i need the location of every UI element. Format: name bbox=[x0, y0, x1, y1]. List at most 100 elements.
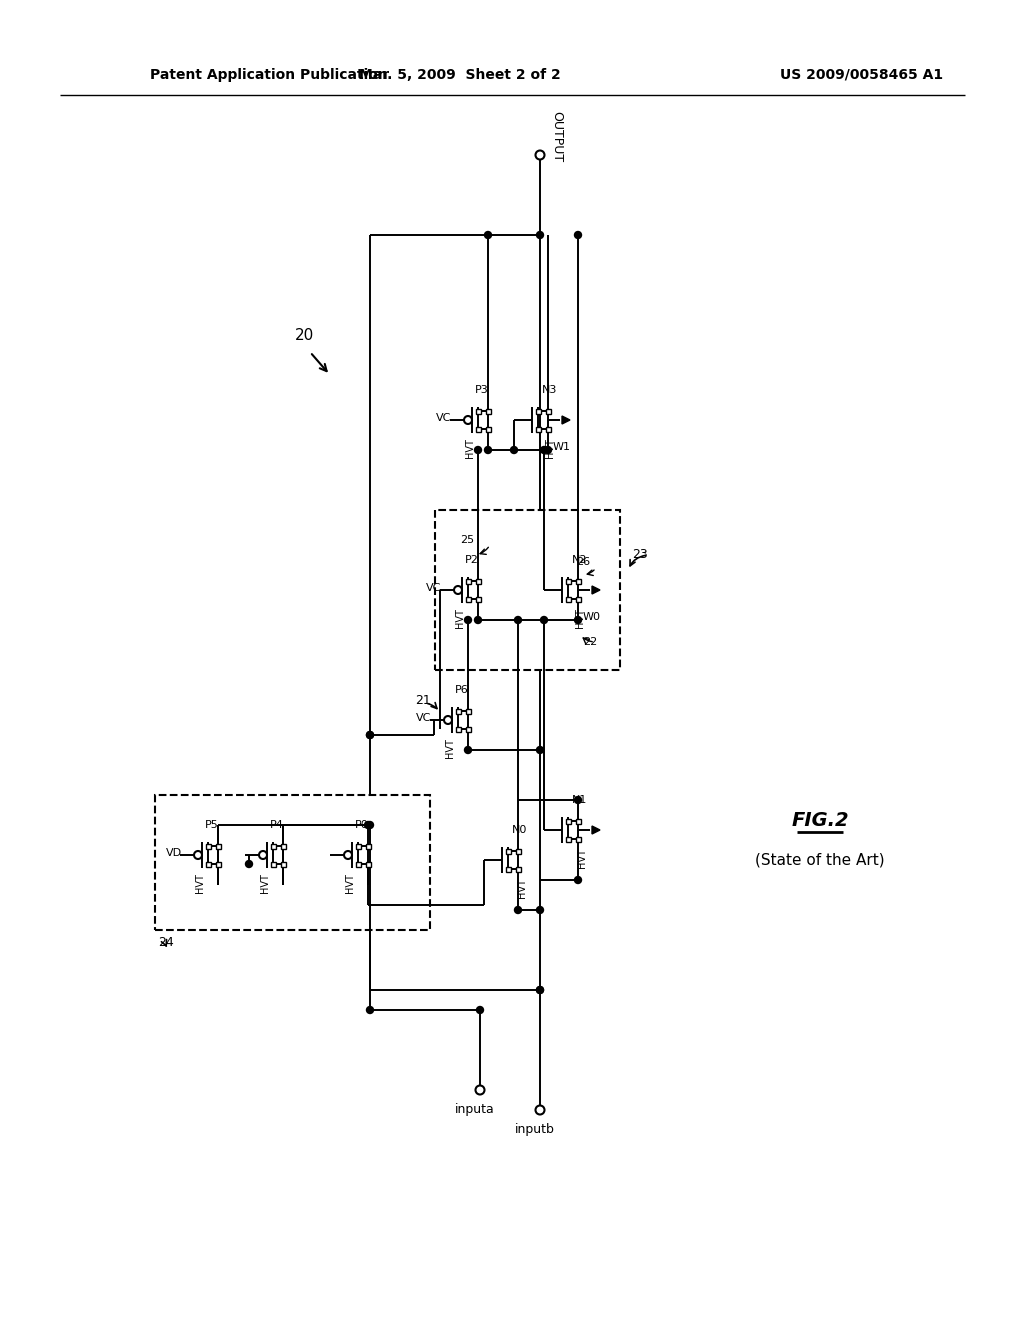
Circle shape bbox=[537, 231, 544, 239]
Bar bbox=[565, 837, 570, 842]
Bar bbox=[215, 843, 220, 849]
Circle shape bbox=[474, 616, 481, 623]
Bar bbox=[485, 408, 490, 413]
Text: VC: VC bbox=[436, 413, 452, 422]
Text: OUTPUT: OUTPUT bbox=[550, 111, 563, 162]
Text: US 2009/0058465 A1: US 2009/0058465 A1 bbox=[780, 69, 943, 82]
Circle shape bbox=[537, 747, 544, 754]
Bar bbox=[466, 726, 470, 731]
Text: P0: P0 bbox=[355, 820, 369, 830]
Text: HVT: HVT bbox=[345, 873, 355, 892]
Text: N3: N3 bbox=[542, 385, 557, 395]
Text: (State of the Art): (State of the Art) bbox=[755, 853, 885, 867]
Circle shape bbox=[465, 616, 471, 623]
Bar bbox=[155, 795, 430, 931]
Bar bbox=[206, 843, 211, 849]
Bar bbox=[456, 726, 461, 731]
Bar bbox=[466, 578, 470, 583]
Text: HVT: HVT bbox=[260, 873, 270, 892]
Text: N0: N0 bbox=[512, 825, 527, 836]
Circle shape bbox=[367, 821, 374, 829]
Bar bbox=[536, 426, 541, 432]
Bar bbox=[575, 597, 581, 602]
Circle shape bbox=[246, 861, 253, 867]
Bar bbox=[546, 408, 551, 413]
Circle shape bbox=[365, 821, 372, 829]
Circle shape bbox=[574, 876, 582, 883]
Text: 20: 20 bbox=[295, 327, 314, 342]
Text: inputa: inputa bbox=[455, 1104, 495, 1117]
Text: N2: N2 bbox=[572, 554, 588, 565]
Circle shape bbox=[367, 1006, 374, 1014]
Text: P5: P5 bbox=[205, 820, 219, 830]
Circle shape bbox=[367, 731, 374, 738]
Text: HVT: HVT bbox=[455, 609, 465, 628]
Circle shape bbox=[367, 731, 374, 738]
Text: VC: VC bbox=[426, 583, 441, 593]
Text: HVT: HVT bbox=[577, 847, 587, 869]
Bar bbox=[475, 578, 480, 583]
Circle shape bbox=[574, 616, 582, 623]
Circle shape bbox=[476, 1006, 483, 1014]
Bar bbox=[206, 862, 211, 866]
Text: HVT: HVT bbox=[517, 878, 527, 898]
Bar bbox=[435, 510, 620, 671]
Bar bbox=[575, 578, 581, 583]
Text: P6: P6 bbox=[455, 685, 469, 696]
Bar bbox=[485, 426, 490, 432]
Circle shape bbox=[541, 616, 548, 623]
Bar bbox=[565, 818, 570, 824]
Text: VD: VD bbox=[166, 847, 182, 858]
Circle shape bbox=[465, 747, 471, 754]
Text: HVT: HVT bbox=[195, 873, 205, 892]
Bar bbox=[270, 862, 275, 866]
Circle shape bbox=[514, 616, 521, 623]
Bar bbox=[565, 597, 570, 602]
Polygon shape bbox=[562, 416, 570, 424]
Text: HVT: HVT bbox=[575, 609, 585, 628]
Circle shape bbox=[574, 796, 582, 804]
Bar bbox=[565, 578, 570, 583]
Text: W0: W0 bbox=[583, 612, 601, 622]
Circle shape bbox=[484, 231, 492, 239]
Bar bbox=[466, 597, 470, 602]
Circle shape bbox=[537, 986, 544, 994]
Text: VC: VC bbox=[417, 713, 432, 723]
Bar bbox=[536, 408, 541, 413]
Text: W1: W1 bbox=[553, 442, 571, 451]
Text: P2: P2 bbox=[465, 554, 479, 565]
Text: 25: 25 bbox=[460, 535, 474, 545]
Circle shape bbox=[484, 446, 492, 454]
Bar bbox=[456, 709, 461, 714]
Circle shape bbox=[537, 986, 544, 994]
Circle shape bbox=[474, 446, 481, 454]
Text: FIG.2: FIG.2 bbox=[792, 810, 849, 829]
Bar bbox=[575, 818, 581, 824]
Text: N1: N1 bbox=[572, 795, 588, 805]
Text: HVT: HVT bbox=[445, 738, 455, 758]
Polygon shape bbox=[592, 826, 600, 834]
Bar bbox=[281, 843, 286, 849]
Text: Patent Application Publication: Patent Application Publication bbox=[150, 69, 388, 82]
Bar bbox=[515, 849, 520, 854]
Bar bbox=[355, 862, 360, 866]
Bar bbox=[506, 849, 511, 854]
Text: 22: 22 bbox=[583, 638, 597, 647]
Bar bbox=[475, 597, 480, 602]
Text: 21: 21 bbox=[415, 693, 431, 706]
Circle shape bbox=[574, 231, 582, 239]
Text: Mar. 5, 2009  Sheet 2 of 2: Mar. 5, 2009 Sheet 2 of 2 bbox=[359, 69, 561, 82]
Bar bbox=[355, 843, 360, 849]
Bar bbox=[475, 426, 480, 432]
Bar bbox=[475, 408, 480, 413]
Circle shape bbox=[541, 446, 548, 454]
Bar bbox=[366, 862, 371, 866]
Polygon shape bbox=[592, 586, 600, 594]
Text: 26: 26 bbox=[575, 557, 590, 568]
Bar bbox=[466, 709, 470, 714]
Text: inputb: inputb bbox=[515, 1123, 555, 1137]
Bar bbox=[506, 866, 511, 871]
Text: P3: P3 bbox=[475, 385, 488, 395]
Circle shape bbox=[514, 907, 521, 913]
Bar bbox=[270, 843, 275, 849]
